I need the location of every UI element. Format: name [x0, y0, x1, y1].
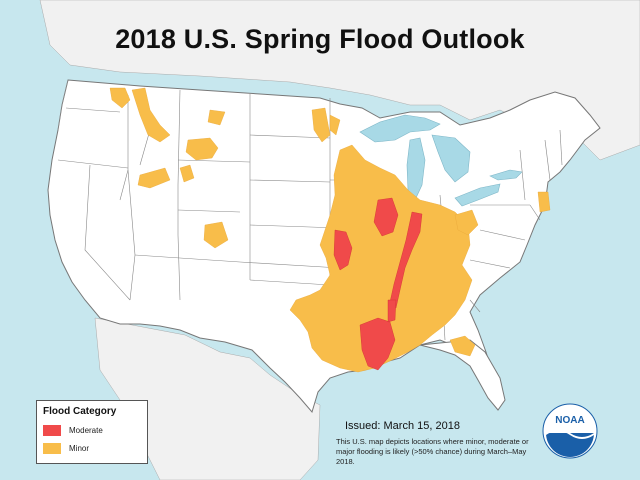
lake-ontario: [489, 169, 523, 181]
legend-row-minor: Minor: [43, 441, 89, 455]
minor-area-new-jersey: [537, 191, 551, 213]
great-lakes: [359, 114, 523, 207]
lake-huron: [431, 134, 471, 183]
moderate-flood-areas: [333, 197, 423, 371]
legend-label-moderate: Moderate: [69, 425, 103, 435]
minor-area-ohio-valley: [454, 209, 479, 236]
florida-land: [419, 339, 506, 411]
canada-land: [39, 0, 640, 161]
minor-area-montana-west: [185, 137, 219, 161]
map-title: 2018 U.S. Spring Flood Outlook: [115, 24, 525, 54]
minor-area-north-dakota: [311, 107, 331, 143]
legend-label-minor: Minor: [69, 443, 90, 453]
moderate-area-mississippi-channel: [387, 299, 397, 323]
legend-title: Flood Category: [43, 406, 117, 417]
legend-swatch-minor: [43, 442, 61, 454]
lake-superior: [359, 114, 441, 143]
minor-flood-areas: [109, 87, 551, 373]
moderate-area-lower-mississippi: [359, 317, 396, 371]
minor-area-mississippi-basin: [289, 144, 473, 373]
minor-area-northwest: [109, 87, 131, 109]
lake-michigan: [406, 137, 426, 201]
legend: Flood Category Moderate Minor: [36, 400, 148, 464]
moderate-area-missouri: [333, 229, 353, 271]
issued-date: Issued: March 15, 2018: [345, 420, 460, 432]
minor-area-wyoming-2: [179, 164, 195, 183]
minor-area-georgia: [449, 335, 476, 357]
minor-area-north-dakota-2: [329, 114, 341, 136]
minor-area-wyoming: [137, 167, 171, 189]
legend-row-moderate: Moderate: [43, 423, 103, 437]
minor-area-colorado: [203, 221, 229, 249]
minor-area-north-idaho: [131, 87, 171, 143]
minor-area-montana-north: [207, 109, 226, 126]
legend-swatch-moderate: [43, 424, 61, 436]
noaa-logo-icon: NOAA: [542, 403, 598, 459]
map-note: This U.S. map depicts locations where mi…: [336, 437, 529, 466]
lake-erie: [454, 183, 501, 207]
noaa-logo-text: NOAA: [555, 415, 584, 426]
moderate-area-iowa: [373, 197, 399, 237]
moderate-area-illinois: [389, 211, 423, 309]
